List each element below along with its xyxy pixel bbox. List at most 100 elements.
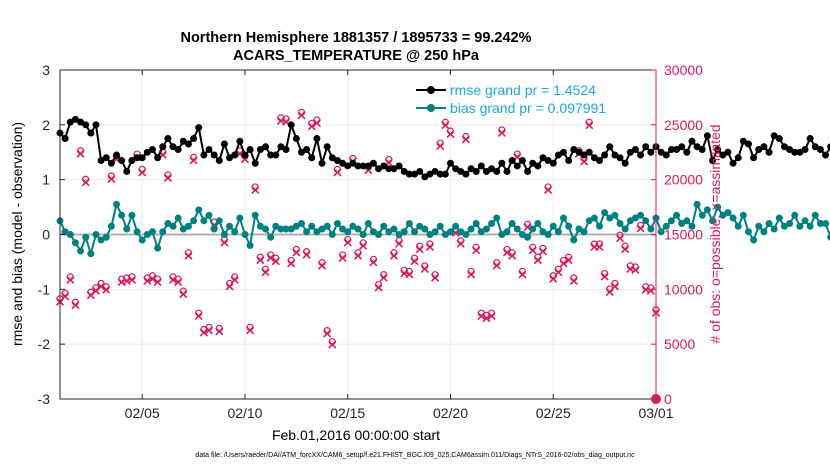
rmse-point — [184, 140, 192, 148]
obs-assimilated-point — [102, 285, 111, 294]
bias-point — [482, 225, 490, 233]
obs-assimilated-point — [615, 234, 625, 243]
rmse-point — [251, 159, 259, 167]
legend-marker-bias — [427, 104, 435, 112]
rmse-point — [714, 146, 722, 154]
obs-assimilated-point — [220, 238, 229, 247]
rmse-point — [190, 135, 198, 143]
bias-point — [744, 228, 752, 236]
bias-point — [411, 228, 419, 236]
rmse-point — [462, 170, 470, 178]
bias-series — [56, 200, 830, 258]
rmse-point — [750, 154, 758, 162]
obs-assimilated-point — [359, 241, 368, 250]
rmse-point — [472, 167, 480, 175]
bias-point — [344, 228, 352, 236]
bias-point — [241, 231, 249, 238]
obs-assimilated-point — [600, 272, 609, 281]
rmse-point — [210, 151, 218, 159]
obs-assimilated-point — [528, 246, 537, 255]
bias-point — [775, 214, 783, 222]
bias-point — [128, 211, 136, 219]
bias-point — [421, 225, 429, 233]
bias-point — [184, 222, 192, 230]
obs-assimilated-point — [405, 270, 414, 279]
obs-assimilated-point — [184, 251, 193, 260]
rmse-point — [107, 159, 115, 167]
bias-point — [436, 222, 444, 230]
obs-assimilated-point — [425, 242, 434, 252]
obs-assimilated-point — [107, 174, 116, 184]
bias-point — [529, 225, 537, 233]
y-right-tick-label: 5000 — [664, 336, 695, 352]
obs-assimilated-point — [138, 168, 147, 177]
bias-point — [791, 211, 799, 219]
bias-point — [328, 231, 336, 238]
bias-point — [364, 220, 372, 228]
rmse-point — [200, 151, 208, 159]
bias-point — [400, 228, 408, 236]
rmse-point — [318, 159, 326, 167]
rmse-point — [282, 146, 290, 154]
obs-assimilated-point — [415, 245, 424, 254]
obs-assimilated-point — [230, 275, 239, 284]
obs-assimilated-point — [621, 245, 630, 254]
obs-assimilated-point — [379, 273, 388, 282]
bias-point — [734, 222, 742, 230]
obs-assimilated-point — [559, 259, 568, 268]
rmse-point — [148, 146, 156, 154]
rmse-point — [236, 137, 244, 145]
bias-point — [220, 231, 228, 238]
rmse-point — [441, 170, 449, 178]
obs-assimilated-point — [225, 282, 234, 291]
bias-point — [739, 211, 747, 219]
rmse-point — [616, 154, 624, 162]
rmse-point — [313, 135, 321, 143]
rmse-point — [138, 154, 146, 162]
y-left-tick-label: -1 — [38, 281, 51, 297]
y-axis-right-label: # of obs: o=possible; ×=assimilated — [707, 124, 723, 343]
obs-assimilated-point — [544, 185, 553, 195]
x-tick-label: 02/15 — [330, 405, 365, 421]
rmse-point — [637, 151, 645, 159]
rmse-point — [292, 135, 300, 143]
bias-point — [71, 239, 79, 247]
legend-marker-rmse — [427, 86, 435, 94]
rmse-point — [118, 156, 126, 164]
bias-point — [703, 206, 711, 214]
rmse-point — [303, 146, 311, 154]
bias-point — [354, 225, 362, 233]
x-axis-label: Feb.01,2016 00:00:00 start — [272, 427, 440, 443]
bias-point — [770, 225, 778, 233]
obs-assimilated-point — [472, 246, 481, 255]
rmse-point — [724, 148, 732, 156]
bias-point — [107, 222, 115, 230]
obs-assimilated-point — [215, 327, 224, 336]
bias-point — [380, 222, 388, 230]
rmse-point — [524, 167, 532, 175]
rmse-point — [513, 162, 521, 170]
rmse-point — [709, 156, 717, 164]
bias-point — [580, 228, 588, 236]
rmse-point — [698, 146, 706, 154]
rmse-point — [195, 124, 203, 132]
legend-label-bias: bias grand pr = 0.097991 — [450, 100, 606, 116]
bias-point — [806, 222, 814, 230]
rmse-point — [822, 151, 830, 159]
bias-point — [159, 228, 167, 236]
rmse-point — [220, 140, 228, 148]
bias-point — [123, 225, 131, 233]
y-left-tick-label: 2 — [42, 117, 50, 133]
bias-point — [446, 228, 454, 236]
bias-point — [729, 214, 737, 222]
rmse-point — [642, 143, 650, 151]
bias-point — [637, 211, 645, 219]
bias-point — [549, 222, 557, 230]
obs-assimilated-point — [256, 256, 265, 265]
rmse-point — [678, 143, 686, 151]
bias-point — [755, 222, 763, 230]
rmse-point — [518, 156, 526, 164]
legend-label-rmse: rmse grand pr = 1.4524 — [450, 82, 596, 98]
bias-point — [308, 222, 316, 230]
y-left-tick-label: 3 — [42, 62, 50, 78]
